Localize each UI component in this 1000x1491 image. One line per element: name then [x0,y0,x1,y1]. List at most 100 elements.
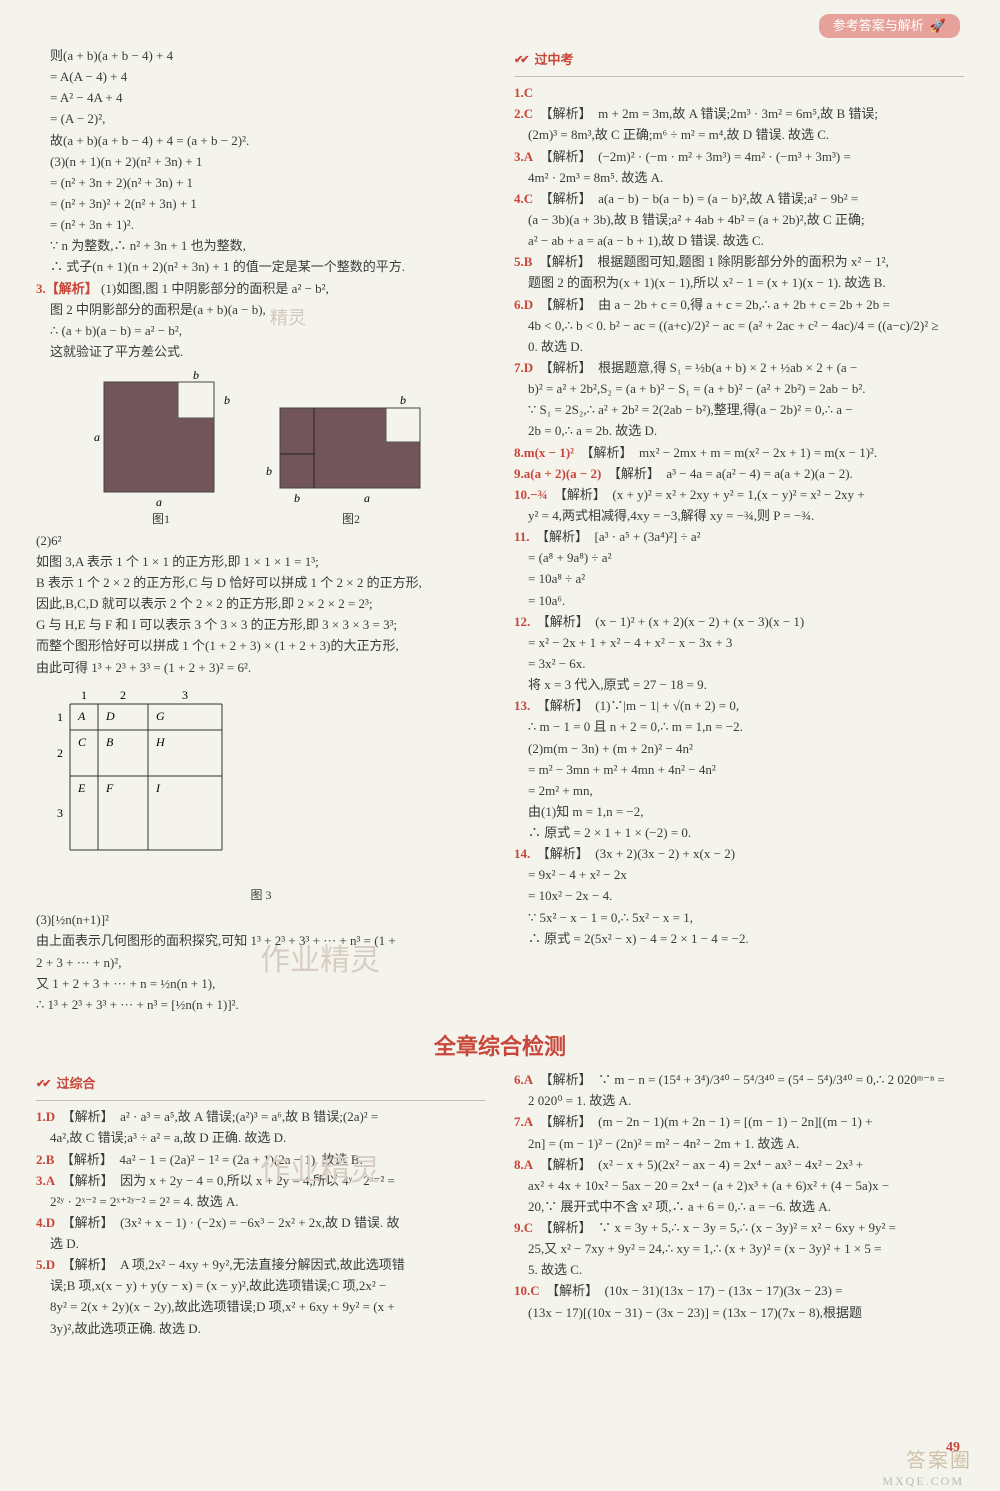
r-txt-5: 【解析】 a(a − b) − b(a − b) = (a − b)²,故 A … [533,191,858,206]
br-txt-4: 【解析】 (x² − x + 5)(2x² − ax − 4) = 2x⁴ − … [533,1157,863,1172]
br-9: 5. 故选 C. [514,1260,964,1280]
br-ans-10: 10.C [514,1283,540,1298]
rule2 [36,1100,486,1101]
r-3: 3.A 【解析】 (−2m)² · (−m · m² + 3m³) = 4m² … [514,147,964,167]
left-p1-1: = A(A − 4) + 4 [36,67,486,87]
left-col: 则(a + b)(a + b − 4) + 4= A(A − 4) + 4= A… [36,46,486,1016]
bl-txt-3: 【解析】 因为 x + 2y − 4 = 0,所以 x + 2y = 4,所以 … [55,1173,395,1188]
r-ans-13: 7.D [514,360,533,375]
br-txt-7: 【解析】 ∵ x = 3y + 5,∴ x − 3y = 5,∴ (x − 3y… [533,1220,896,1235]
r-ans-5: 4.C [514,191,533,206]
r-1: 2.C 【解析】 m + 2m = 3m,故 A 错误;2m³ · 3m² = … [514,104,964,124]
bl-4: 2²ʸ · 2ˣ⁻² = 2ˣ⁺²ʸ⁻² = 2² = 4. 故选 A. [36,1192,486,1212]
left-p1-0: 则(a + b)(a + b − 4) + 4 [36,46,486,66]
bl-ans-7: 5.D [36,1257,55,1272]
br-txt-2: 【解析】 (m − 2n − 1)(m + 2n − 1) = [(m − 1)… [533,1114,872,1129]
r-35: ∴ 原式 = 2 × 1 + 1 × (−2) = 0. [514,823,964,843]
left-p1-9: ∵ n 为整数,∴ n² + 3n + 1 也为整数, [36,236,486,256]
r-31: (2)m(m − 3n) + (m + 2n)² − 4n² [514,739,964,759]
r-28: 将 x = 3 代入,原式 = 27 − 18 = 9. [514,675,964,695]
svg-text:I: I [155,781,161,795]
r-40: ∴ 原式 = 2(5x² − x) − 4 = 2 × 1 − 4 = −2. [514,929,964,949]
svg-text:a: a [94,430,100,444]
r-17: 8.m(x − 1)² 【解析】 mx² − 2mx + m = m(x² − … [514,443,964,463]
br-txt-0: 【解析】 ∵ m − n = (15⁴ + 3⁴)/3⁴⁰ − 5⁴/3⁴⁰ =… [533,1072,945,1087]
svg-text:A: A [77,709,86,723]
r-ans-19: 10.−¾ [514,487,547,502]
rocket-icon: 🚀 [930,16,946,36]
r-33: = 2m² + mn, [514,781,964,801]
r-21: 11. 【解析】 [a³ · a⁵ + (3a⁴)²] ÷ a² [514,527,964,547]
bl-ans-2: 2.B [36,1152,54,1167]
svg-text:1: 1 [81,688,87,702]
r-txt-25: 【解析】 (x − 1)² + (x + 2)(x − 2) + (x − 3)… [530,614,804,629]
left-p1-6: = (n² + 3n + 2)(n² + 3n) + 1 [36,173,486,193]
br-ans-2: 7.A [514,1114,533,1129]
r-8: 5.B 【解析】 根据题图可知,题图 1 除阴影部分外的面积为 x² − 1², [514,252,964,272]
rule [514,76,964,77]
r-39: ∵ 5x² − x − 1 = 0,∴ 5x² − x = 1, [514,908,964,928]
q32-4: 而整个图形恰好可以拼成 1 个(1 + 2 + 3) × (1 + 2 + 3)… [36,636,486,656]
bl-txt-7: 【解析】 A 项,2x² − 4xy + 9y²,无法直接分解因式,故此选项错 [55,1257,405,1272]
bl-txt-2: 【解析】 4a² − 1 = (2a)² − 1² = (2a + 1)(2a … [54,1152,362,1167]
r-25: 12. 【解析】 (x − 1)² + (x + 2)(x − 2) + (x … [514,612,964,632]
r-txt-10: 【解析】 由 a − 2b + c = 0,得 a + c = 2b,∴ a +… [533,297,890,312]
left-p1-3: = (A − 2)², [36,109,486,129]
fig1: b b a a 图1 [86,368,236,529]
sec-zonghe: 过综合 [36,1074,95,1094]
left-p1-8: = (n² + 3n + 1)². [36,215,486,235]
r-ans-3: 3.A [514,149,533,164]
bl-10: 3y)²,故此选项正确. 故选 D. [36,1319,486,1339]
r-txt-0 [533,85,546,100]
r-ans-36: 14. [514,846,530,861]
q32-3: G 与 H,E 与 F 和 I 可以表示 3 个 3 × 3 的正方形,即 3 … [36,615,486,635]
r-2: (2m)³ = 8m³,故 C 正确;m⁶ ÷ m² = m⁴,故 D 错误. … [514,125,964,145]
left-p1-7: = (n² + 3n)² + 2(n² + 3n) + 1 [36,194,486,214]
r-32: = m² − 3mn + m² + 4mn + 4n² − 4n² [514,760,964,780]
bottom-right: 6.A 【解析】 ∵ m − n = (15⁴ + 3⁴)/3⁴⁰ − 5⁴/3… [514,1070,964,1340]
svg-text:b: b [266,464,272,478]
fig2-cap: 图2 [266,510,436,529]
q3-3-head: (3)[½n(n+1)]² [36,910,486,930]
r-19: 10.−¾ 【解析】 (x + y)² = x² + 2xy + y² = 1,… [514,485,964,505]
br-ans-0: 6.A [514,1072,533,1087]
r-ans-21: 11. [514,529,530,544]
svg-text:F: F [105,781,114,795]
r-ans-1: 2.C [514,106,533,121]
r-ans-25: 12. [514,614,530,629]
br-txt-10: 【解析】 (10x − 31)(13x − 17) − (13x − 17)(3… [540,1283,843,1298]
q32-5: 由此可得 1³ + 2³ + 3³ = (1 + 2 + 3)² = 6². [36,658,486,678]
r-20: y² = 4,两式相减得,4xy = −3,解得 xy = −¾,则 P = −… [514,506,964,526]
left-p1-4: 故(a + b)(a + b − 4) + 4 = (a + b − 2)². [36,131,486,151]
r-txt-8: 【解析】 根据题图可知,题图 1 除阴影部分外的面积为 x² − 1², [532,254,888,269]
fig2: b b b a 图2 [266,368,436,529]
br-4: 8.A 【解析】 (x² − x + 5)(2x² − ax − 4) = 2x… [514,1155,964,1175]
r-26: = x² − 2x + 1 + x² − 4 + x² − x − 3x + 3 [514,633,964,653]
svg-text:H: H [155,735,166,749]
svg-text:b: b [400,393,406,407]
svg-text:1: 1 [57,710,63,724]
br-6: 20,∵ 展开式中不含 x² 项,∴ a + 6 = 0,∴ a = −6. 故… [514,1197,964,1217]
q3-l2: ∴ (a + b)(a − b) = a² − b², [36,321,486,341]
header-pill: 参考答案与解析 🚀 [819,14,960,38]
br-3: 2n] = (m − 1)² − (2n)² = m² − 4n² − 2m +… [514,1134,964,1154]
svg-text:3: 3 [182,688,188,702]
svg-text:E: E [77,781,86,795]
r-ans-10: 6.D [514,297,533,312]
r-ans-8: 5.B [514,254,532,269]
svg-text:D: D [105,709,115,723]
q3-l0: (1)如图,图 1 中阴影部分的面积是 a² − b², [101,281,329,296]
q3-l3: 这就验证了平方差公式. [36,342,486,362]
r-txt-1: 【解析】 m + 2m = 3m,故 A 错误;2m³ · 3m² = 6m⁵,… [533,106,878,121]
br-0: 6.A 【解析】 ∵ m − n = (15⁴ + 3⁴)/3⁴⁰ − 5⁴/3… [514,1070,964,1090]
br-11: (13x − 17)[(10x − 31) − (3x − 23)] = (13… [514,1303,964,1323]
bl-txt-5: 【解析】 (3x² + x − 1) · (−2x) = −6x³ − 2x² … [55,1215,399,1230]
r-27: = 3x² − 6x. [514,654,964,674]
r-ans-29: 13. [514,698,530,713]
br-7: 9.C 【解析】 ∵ x = 3y + 5,∴ x − 3y = 5,∴ (x … [514,1218,964,1238]
r-18: 9.a(a + 2)(a − 2) 【解析】 a³ − 4a = a(a² − … [514,464,964,484]
bl-2: 2.B 【解析】 4a² − 1 = (2a)² − 1² = (2a + 1)… [36,1150,486,1170]
svg-text:B: B [106,735,114,749]
bl-ans-5: 4.D [36,1215,55,1230]
svg-text:b: b [294,491,300,505]
